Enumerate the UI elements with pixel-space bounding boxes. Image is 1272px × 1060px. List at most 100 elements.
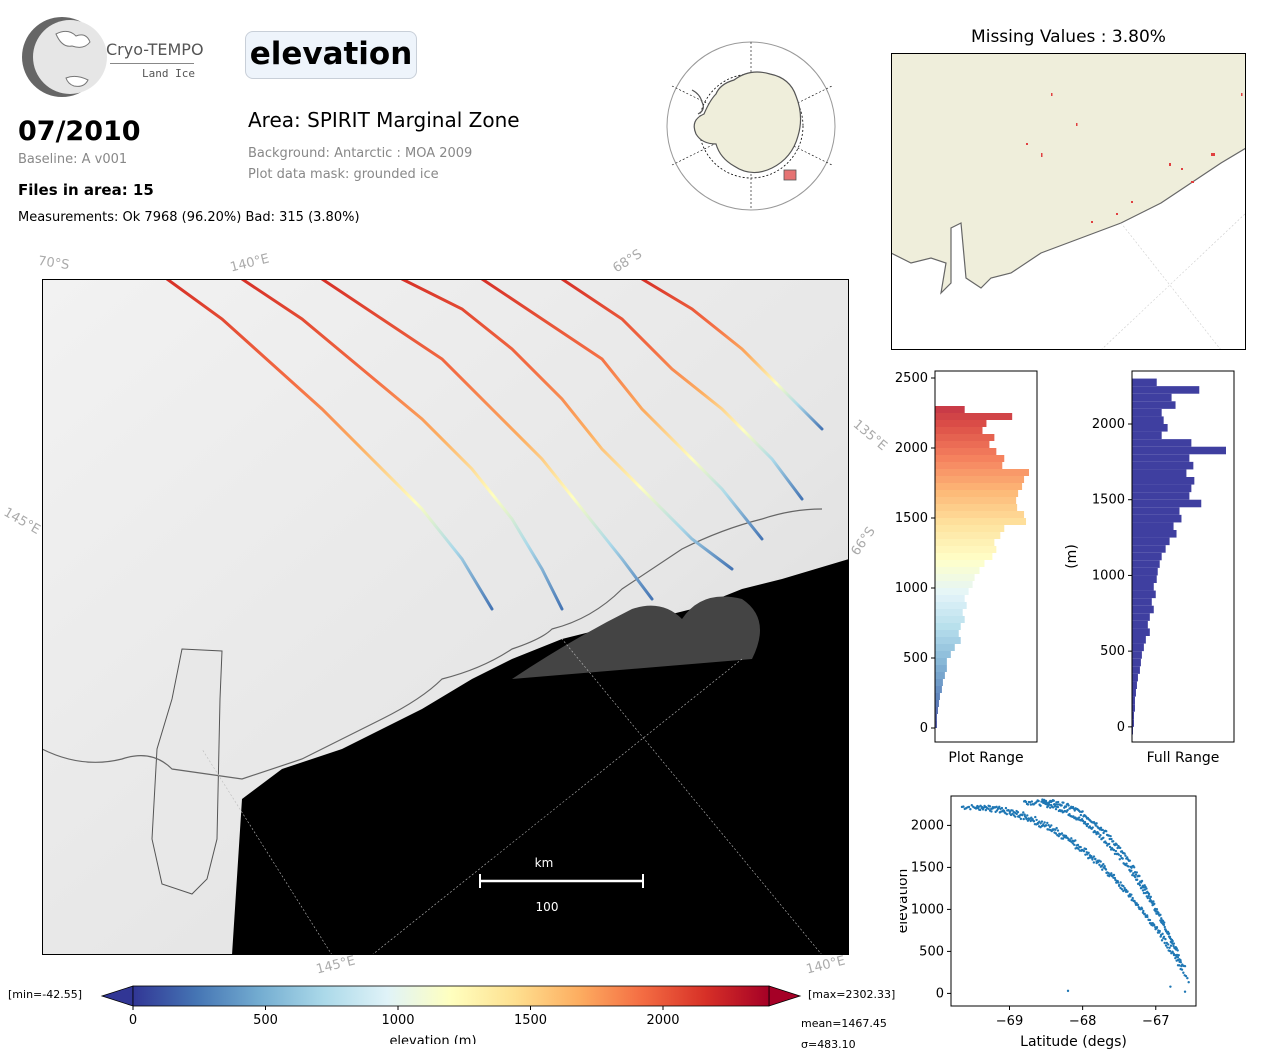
histogram-bar	[1132, 507, 1180, 515]
scatter-point	[1112, 873, 1116, 877]
scatter-point	[1125, 856, 1129, 859]
scatter-point	[1145, 887, 1148, 890]
scatter-point	[1184, 974, 1188, 978]
y-tick-label: 1000	[911, 902, 944, 917]
histogram-bar	[1132, 711, 1134, 720]
scatter-point	[1049, 806, 1052, 809]
scatter-point	[1171, 939, 1174, 943]
missing-values-title: Missing Values : 3.80%	[971, 27, 1166, 47]
scatter-point	[1176, 956, 1180, 959]
histogram-bar	[935, 658, 947, 665]
scatter-point	[1123, 886, 1126, 890]
scatter-point	[1108, 845, 1112, 849]
scatter-point	[969, 808, 972, 811]
histogram-bar	[1132, 545, 1166, 553]
scatter-point	[1131, 873, 1134, 877]
date-title: 07/2010	[18, 116, 141, 147]
histogram-bar	[935, 518, 1027, 525]
scatter-point	[1177, 954, 1180, 957]
scatter-point	[1039, 822, 1042, 825]
histogram-bar	[1132, 431, 1162, 440]
scatter-point	[1095, 832, 1098, 836]
scatter-point	[995, 805, 998, 809]
scatter-point	[1042, 823, 1045, 826]
histogram-bar	[1132, 386, 1200, 394]
scatter-point	[1172, 942, 1176, 945]
y-tick-label: 1000	[895, 581, 928, 596]
histogram-bar	[1132, 575, 1157, 583]
histogram-bar	[1132, 605, 1154, 614]
scatter-point	[1097, 832, 1100, 835]
scatter-point	[998, 805, 1001, 809]
scatter-point	[1081, 819, 1085, 823]
scatter-point	[1186, 976, 1189, 980]
histogram-bar	[1132, 704, 1135, 712]
scatter-point	[1042, 801, 1045, 805]
histogram-bar	[1132, 461, 1194, 470]
histogram-bar	[935, 665, 947, 672]
y-tick-label: 0	[1117, 720, 1125, 735]
scatter-point	[1030, 800, 1034, 803]
histogram-bar	[1132, 689, 1136, 697]
scatter-point	[1079, 845, 1082, 849]
histogram-bar	[935, 525, 1005, 532]
histogram-bar	[935, 672, 945, 679]
scatter-point	[1056, 803, 1059, 806]
histogram-bar	[935, 623, 961, 630]
scatter-point	[1137, 882, 1141, 885]
elevation-map: km 100	[42, 279, 849, 955]
scatter-point	[1174, 956, 1177, 960]
scatter-point	[1147, 894, 1150, 898]
scatter-point	[1152, 900, 1155, 903]
scatter-point	[1134, 875, 1137, 879]
histogram-bar	[935, 693, 940, 700]
scatter-point	[1094, 824, 1097, 827]
colorbar-tick-label: 500	[253, 1013, 278, 1028]
scatter-point	[1030, 816, 1033, 819]
scatter-point	[1022, 811, 1025, 814]
parameter-title: elevation	[245, 31, 417, 79]
histogram-bar	[1132, 620, 1148, 629]
scatter-point	[1135, 902, 1138, 905]
scatter-point	[1053, 805, 1057, 808]
colorbar-tick-label: 1500	[514, 1013, 547, 1028]
scatter-point	[1142, 909, 1145, 913]
histogram-bar	[935, 686, 942, 693]
missing-value-markers	[1026, 93, 1243, 223]
scatter-point	[1026, 803, 1030, 806]
histogram-bar	[935, 714, 937, 721]
scatter-point	[1162, 923, 1166, 927]
scatter-point	[967, 805, 971, 809]
scatter-point	[1055, 826, 1058, 830]
scatter-point	[1014, 811, 1017, 815]
scatter-point	[1019, 817, 1023, 821]
scatter-point	[1135, 878, 1139, 881]
y-tick-label: 2000	[911, 818, 944, 833]
scatter-point	[1085, 824, 1089, 828]
x-tick-label: −67	[1142, 1014, 1169, 1029]
scatter-point	[978, 808, 981, 811]
scatter-point	[1043, 821, 1046, 824]
area-title: Area: SPIRIT Marginal Zone	[248, 108, 520, 132]
colorbar-label: elevation (m)	[389, 1034, 476, 1044]
histogram-bar	[935, 483, 1023, 490]
scatter-point	[1062, 801, 1065, 804]
histogram-bar	[935, 455, 1005, 462]
measurements-text: Measurements: Ok 7968 (96.20%) Bad: 315 …	[18, 210, 360, 225]
histogram-bar	[935, 434, 995, 441]
scatter-point	[1074, 839, 1077, 842]
y-tick-label: 500	[1100, 644, 1125, 659]
histogram-bar	[935, 476, 1025, 483]
scatter-point	[1132, 866, 1136, 869]
scatter-point	[1095, 822, 1098, 825]
y-tick-label: 0	[920, 721, 928, 736]
scatter-point	[1118, 883, 1121, 886]
histogram-bar	[935, 560, 985, 567]
histogram-bar	[1132, 628, 1150, 636]
scatter-point	[1180, 964, 1183, 968]
scatter-point	[1132, 899, 1136, 903]
scatter-point	[1114, 849, 1118, 853]
scatter-point	[1044, 824, 1048, 827]
scatter-point	[1067, 804, 1070, 807]
logo-subtitle: Land Ice	[142, 67, 195, 80]
